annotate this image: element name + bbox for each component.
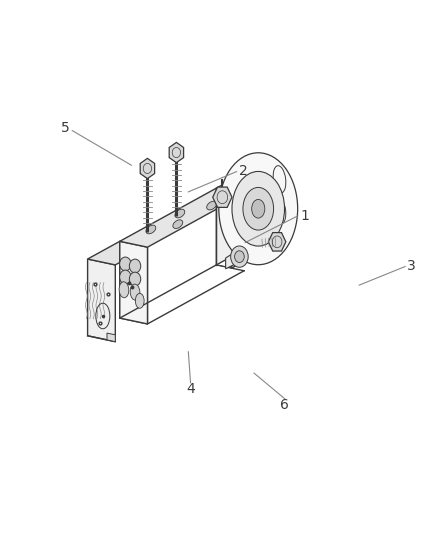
Ellipse shape (119, 282, 129, 298)
Ellipse shape (219, 153, 298, 265)
Ellipse shape (175, 209, 185, 218)
Text: 2: 2 (239, 164, 247, 177)
Ellipse shape (129, 259, 141, 273)
Polygon shape (213, 187, 232, 207)
Text: 4: 4 (186, 382, 195, 396)
Ellipse shape (207, 201, 216, 210)
Polygon shape (169, 142, 184, 163)
Polygon shape (120, 241, 148, 324)
Ellipse shape (232, 172, 285, 246)
Polygon shape (120, 188, 244, 247)
Polygon shape (120, 241, 148, 324)
Polygon shape (140, 158, 155, 179)
Text: 3: 3 (407, 260, 416, 273)
Polygon shape (88, 259, 115, 342)
Polygon shape (268, 232, 286, 251)
Text: 5: 5 (60, 121, 69, 135)
Text: 1: 1 (300, 209, 309, 223)
Polygon shape (216, 171, 276, 265)
Ellipse shape (273, 198, 286, 224)
Ellipse shape (120, 270, 131, 284)
Ellipse shape (130, 284, 140, 300)
Ellipse shape (252, 199, 265, 218)
Ellipse shape (273, 166, 286, 193)
Text: 6: 6 (280, 398, 289, 412)
Ellipse shape (135, 293, 144, 308)
Ellipse shape (231, 246, 248, 267)
Polygon shape (232, 174, 291, 268)
Polygon shape (88, 241, 148, 265)
Ellipse shape (129, 272, 141, 286)
Polygon shape (107, 333, 115, 342)
Ellipse shape (173, 220, 183, 229)
Polygon shape (226, 246, 253, 269)
Ellipse shape (146, 225, 156, 234)
Ellipse shape (243, 188, 274, 230)
Ellipse shape (235, 251, 244, 262)
Ellipse shape (120, 257, 131, 271)
